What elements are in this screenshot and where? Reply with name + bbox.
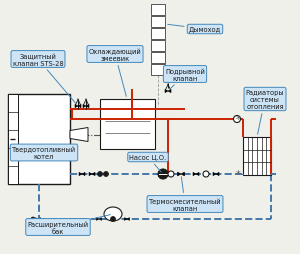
Text: Подрывной
клапан: Подрывной клапан (165, 68, 205, 90)
Bar (151, 53, 165, 64)
Bar (8, 95, 18, 184)
Bar (151, 41, 165, 52)
Ellipse shape (104, 207, 122, 221)
Polygon shape (82, 173, 85, 176)
Polygon shape (35, 218, 38, 220)
Polygon shape (178, 172, 181, 176)
Polygon shape (83, 105, 86, 108)
Bar (100, 100, 155, 149)
Polygon shape (75, 105, 78, 108)
Polygon shape (127, 218, 130, 220)
Polygon shape (92, 173, 95, 176)
Polygon shape (196, 173, 199, 176)
Polygon shape (99, 218, 101, 220)
Polygon shape (193, 173, 196, 176)
Polygon shape (181, 172, 184, 176)
Circle shape (31, 217, 35, 221)
Bar (243, 137, 271, 175)
Circle shape (203, 171, 209, 177)
Polygon shape (97, 218, 99, 220)
Text: Термосмесительный
клапан: Термосмесительный клапан (149, 177, 221, 211)
Text: Защитный
клапан STS-28: Защитный клапан STS-28 (13, 53, 76, 104)
Bar (151, 65, 165, 76)
Bar (8, 95, 70, 184)
Polygon shape (79, 173, 82, 176)
Polygon shape (70, 128, 88, 142)
Bar (151, 29, 165, 40)
Text: Радиаторы
системы
отопления: Радиаторы системы отопления (246, 90, 284, 135)
Polygon shape (124, 218, 127, 220)
Polygon shape (165, 90, 168, 93)
Circle shape (158, 169, 168, 179)
Polygon shape (89, 173, 92, 176)
Text: Охлаждающий
змеевик: Охлаждающий змеевик (88, 48, 141, 97)
Polygon shape (38, 218, 40, 220)
Polygon shape (86, 105, 89, 108)
Text: Расширительный
бак: Расширительный бак (27, 215, 110, 234)
Bar (151, 17, 165, 28)
Text: Дымоход: Дымоход (168, 25, 221, 33)
Polygon shape (168, 90, 171, 93)
Text: *: * (236, 115, 240, 124)
Circle shape (168, 171, 174, 177)
Circle shape (110, 217, 116, 222)
Circle shape (103, 172, 109, 177)
Polygon shape (216, 173, 219, 176)
Text: Твердотопливный
котел: Твердотопливный котел (12, 146, 76, 160)
Polygon shape (78, 105, 81, 108)
Text: Насос Ц.О.: Насос Ц.О. (129, 154, 167, 172)
Circle shape (98, 172, 103, 177)
Bar (151, 5, 165, 16)
Circle shape (233, 116, 241, 123)
Polygon shape (213, 173, 216, 176)
Bar (143, 128, 151, 142)
Text: *: * (236, 169, 240, 179)
